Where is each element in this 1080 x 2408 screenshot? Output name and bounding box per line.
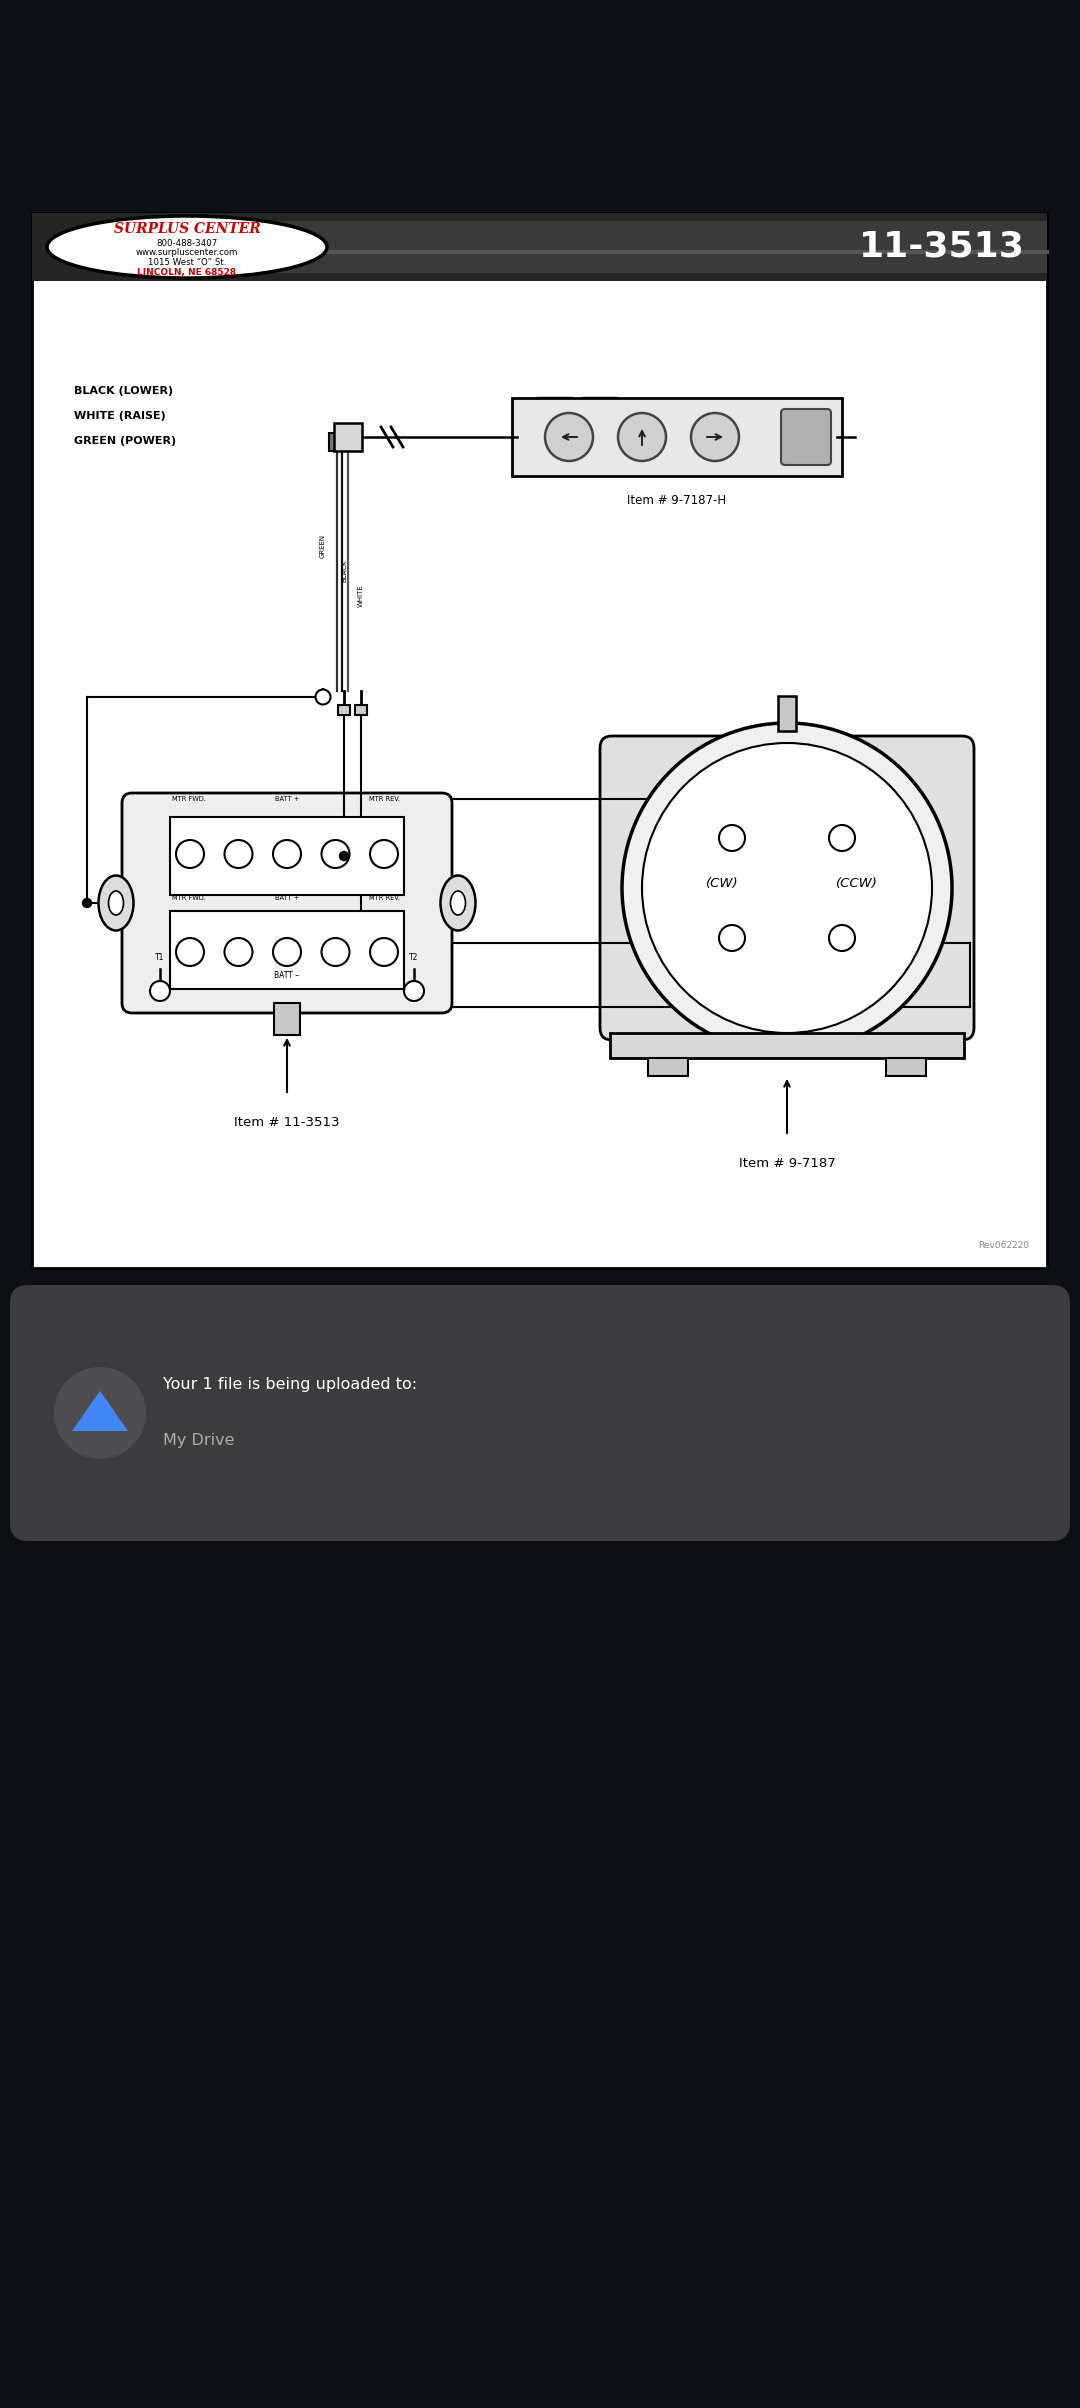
Text: GREEN: GREEN <box>320 535 326 559</box>
Circle shape <box>370 840 399 867</box>
FancyBboxPatch shape <box>274 1004 300 1035</box>
FancyBboxPatch shape <box>338 706 350 715</box>
Circle shape <box>273 939 301 966</box>
Text: Rev062220: Rev062220 <box>978 1240 1029 1250</box>
Text: BATT –: BATT – <box>274 970 299 980</box>
Circle shape <box>273 840 301 867</box>
FancyBboxPatch shape <box>212 222 1047 272</box>
Circle shape <box>719 925 745 951</box>
Text: BATT +: BATT + <box>275 797 299 802</box>
Circle shape <box>225 939 253 966</box>
Circle shape <box>322 939 350 966</box>
Circle shape <box>315 689 330 706</box>
FancyBboxPatch shape <box>32 212 1047 282</box>
Circle shape <box>545 414 593 460</box>
Circle shape <box>54 1368 146 1459</box>
Text: BATT +: BATT + <box>275 896 299 901</box>
FancyBboxPatch shape <box>32 212 1047 1269</box>
Text: WHITE: WHITE <box>357 585 364 607</box>
Text: BLACK (LOWER): BLACK (LOWER) <box>75 385 173 395</box>
FancyBboxPatch shape <box>122 792 453 1014</box>
Circle shape <box>150 980 170 1002</box>
Circle shape <box>176 939 204 966</box>
FancyBboxPatch shape <box>170 816 404 896</box>
FancyBboxPatch shape <box>648 1057 688 1076</box>
Text: 1015 West “O” St.: 1015 West “O” St. <box>148 258 226 267</box>
Circle shape <box>404 980 424 1002</box>
FancyBboxPatch shape <box>170 910 404 990</box>
Circle shape <box>225 840 253 867</box>
Text: MTR REV.: MTR REV. <box>369 797 401 802</box>
FancyBboxPatch shape <box>600 737 974 1040</box>
Circle shape <box>176 840 204 867</box>
Circle shape <box>829 925 855 951</box>
Text: MTR FWD.: MTR FWD. <box>172 896 206 901</box>
FancyBboxPatch shape <box>512 397 842 477</box>
Ellipse shape <box>98 877 134 929</box>
FancyBboxPatch shape <box>781 409 831 465</box>
Text: T2: T2 <box>409 954 419 961</box>
Text: (CW): (CW) <box>705 877 739 889</box>
Circle shape <box>691 414 739 460</box>
Ellipse shape <box>441 877 475 929</box>
Ellipse shape <box>108 891 123 915</box>
Text: www.surpluscenter.com: www.surpluscenter.com <box>136 248 239 258</box>
Circle shape <box>622 722 951 1052</box>
Text: Your 1 file is being uploaded to:: Your 1 file is being uploaded to: <box>163 1377 417 1392</box>
Text: MTR FWD.: MTR FWD. <box>172 797 206 802</box>
Text: MTR REV.: MTR REV. <box>369 896 401 901</box>
Text: 800-488-3407: 800-488-3407 <box>157 238 218 248</box>
FancyBboxPatch shape <box>329 433 355 450</box>
Circle shape <box>719 826 745 850</box>
Circle shape <box>642 744 932 1033</box>
Text: 11-3513: 11-3513 <box>859 231 1025 265</box>
Circle shape <box>322 840 350 867</box>
Text: My Drive: My Drive <box>163 1433 234 1450</box>
FancyBboxPatch shape <box>778 696 796 732</box>
Text: SURPLUS CENTER: SURPLUS CENTER <box>113 222 260 236</box>
Text: (CCW): (CCW) <box>836 877 878 889</box>
Circle shape <box>829 826 855 850</box>
Text: GREEN (POWER): GREEN (POWER) <box>75 436 176 445</box>
Ellipse shape <box>450 891 465 915</box>
FancyBboxPatch shape <box>334 424 362 450</box>
Text: T1: T1 <box>156 954 164 961</box>
Text: Item # 9-7187-H: Item # 9-7187-H <box>627 494 727 508</box>
Text: Item # 9-7187: Item # 9-7187 <box>739 1156 835 1170</box>
Circle shape <box>339 852 349 860</box>
Text: LINCOLN, NE 68528: LINCOLN, NE 68528 <box>137 270 237 277</box>
Circle shape <box>82 898 92 908</box>
FancyBboxPatch shape <box>886 1057 926 1076</box>
Circle shape <box>618 414 666 460</box>
Text: BLACK: BLACK <box>341 559 347 583</box>
FancyBboxPatch shape <box>355 706 367 715</box>
Ellipse shape <box>48 217 327 277</box>
Text: Item # 11-3513: Item # 11-3513 <box>234 1115 340 1129</box>
FancyBboxPatch shape <box>610 1033 964 1057</box>
Text: WHITE (RAISE): WHITE (RAISE) <box>75 412 165 421</box>
Circle shape <box>370 939 399 966</box>
FancyBboxPatch shape <box>10 1286 1070 1541</box>
Polygon shape <box>72 1392 129 1430</box>
